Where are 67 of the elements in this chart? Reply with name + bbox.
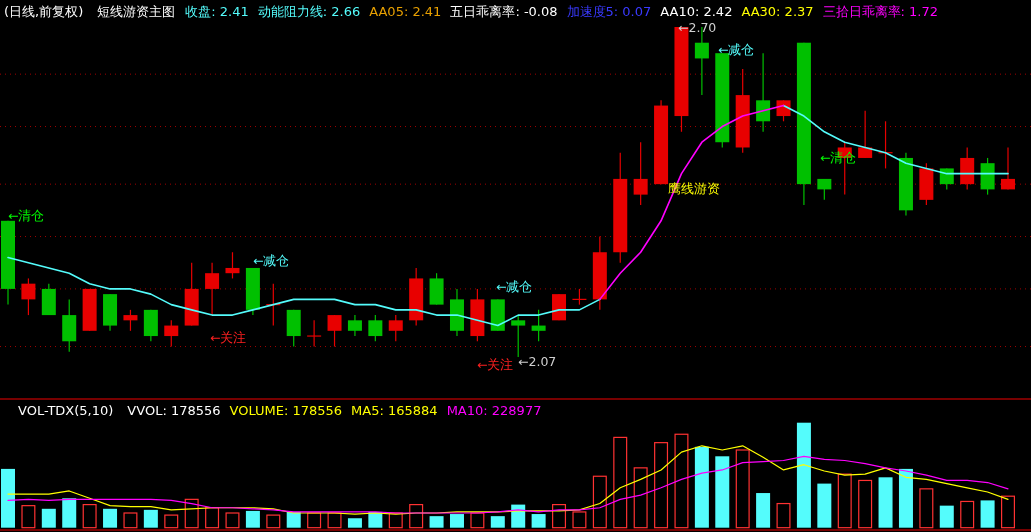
annotation: ←减仓 <box>253 253 290 268</box>
bar <box>756 493 771 528</box>
annotation: ←2.07 <box>518 354 557 369</box>
bar <box>164 514 179 529</box>
bar <box>123 512 138 529</box>
chart-title: (日线,前复权) <box>4 4 84 19</box>
bar <box>21 505 36 529</box>
bar <box>429 516 444 528</box>
bar <box>266 514 281 529</box>
bar <box>552 504 567 529</box>
bar <box>776 502 791 529</box>
annotation: ←关注 <box>210 330 247 345</box>
bar <box>613 436 628 529</box>
bar <box>490 516 505 528</box>
bar <box>62 498 77 528</box>
bar <box>1 468 15 528</box>
bar <box>409 504 424 529</box>
text: VOLUME: 178556 <box>229 403 343 418</box>
bar <box>919 488 934 529</box>
bar <box>1001 495 1015 529</box>
text: AA30: 2.37 <box>741 4 814 19</box>
bar <box>470 512 485 529</box>
text: 收盘: 2.41 <box>185 4 249 19</box>
chart-subtitle: 短线游资主图 <box>97 4 176 19</box>
annotation: ←清仓 <box>8 208 45 223</box>
bar <box>674 433 689 529</box>
annotation: ←减仓 <box>496 279 533 294</box>
bar <box>817 483 832 528</box>
bar <box>286 511 301 528</box>
bar <box>225 512 240 529</box>
bar <box>245 510 260 528</box>
annotation: ←2.70 <box>678 20 717 35</box>
bar <box>796 422 811 528</box>
bar <box>694 446 709 528</box>
bar <box>735 449 750 529</box>
text: MA5: 165884 <box>351 403 438 418</box>
bar <box>898 468 913 528</box>
bar <box>858 479 873 529</box>
bar <box>837 473 852 529</box>
bar <box>143 509 158 528</box>
bar <box>449 514 464 528</box>
bar <box>715 456 730 528</box>
bar <box>82 504 97 529</box>
annotation: ←关注 <box>477 357 514 372</box>
bar <box>878 477 893 528</box>
bar <box>592 475 607 529</box>
text: 五日乖离率: -0.08 <box>450 4 558 19</box>
text: 加速度5: 0.07 <box>566 4 652 19</box>
bar <box>572 511 587 529</box>
bar <box>939 505 954 528</box>
bar <box>633 467 648 529</box>
text: 动能阻力线: 2.66 <box>257 4 361 19</box>
annotation: ←减仓 <box>718 42 755 57</box>
bar <box>531 514 546 528</box>
bar <box>980 500 995 528</box>
bar <box>103 508 118 528</box>
bar <box>184 498 199 529</box>
bar <box>41 508 56 528</box>
text: MA10: 228977 <box>446 403 542 418</box>
bar <box>960 500 975 529</box>
text: 三拾日乖离率: 1.72 <box>822 4 939 19</box>
text: VVOL: 178556 <box>127 403 221 418</box>
text: AA05: 2.41 <box>369 4 442 19</box>
chart-title: VOL-TDX(5,10) <box>18 403 114 418</box>
text: AA10: 2.42 <box>660 4 733 19</box>
bar <box>347 518 362 528</box>
bar <box>654 442 669 529</box>
